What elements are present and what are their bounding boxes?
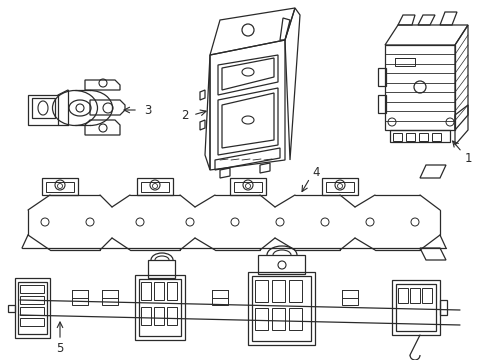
Bar: [167, 282, 177, 300]
Bar: [141, 282, 151, 300]
Bar: [418, 133, 427, 141]
Text: 2: 2: [181, 108, 188, 122]
Bar: [397, 288, 407, 303]
Bar: [409, 288, 419, 303]
Bar: [20, 285, 44, 293]
Bar: [154, 282, 163, 300]
Text: 3: 3: [144, 104, 151, 117]
Bar: [154, 307, 163, 325]
Bar: [288, 308, 302, 330]
Bar: [254, 280, 267, 302]
Bar: [20, 318, 44, 326]
Bar: [141, 307, 151, 325]
Bar: [377, 68, 385, 86]
Text: 4: 4: [312, 166, 319, 179]
Bar: [431, 133, 440, 141]
Bar: [392, 133, 401, 141]
Bar: [377, 95, 385, 113]
Bar: [421, 288, 431, 303]
Bar: [20, 296, 44, 304]
Bar: [405, 133, 414, 141]
Text: 5: 5: [56, 342, 63, 355]
Bar: [254, 308, 267, 330]
Bar: [288, 280, 302, 302]
Bar: [167, 307, 177, 325]
Bar: [394, 58, 414, 66]
Bar: [271, 308, 285, 330]
Bar: [271, 280, 285, 302]
Text: 1: 1: [463, 152, 471, 165]
Bar: [20, 307, 44, 315]
